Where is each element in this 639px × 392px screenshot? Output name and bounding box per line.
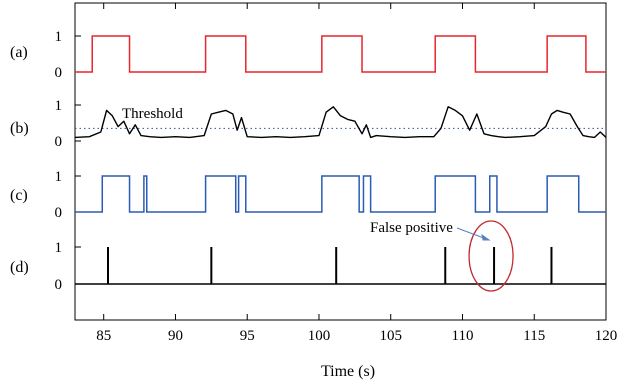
x-tick-label: 100 (308, 328, 331, 344)
y-tick-label-a-0: 0 (55, 65, 63, 81)
y-tick-label-c-0: 0 (55, 205, 63, 221)
panel-label-c: (c) (10, 187, 28, 204)
y-tick-label-d-1: 1 (55, 240, 63, 256)
y-tick-label-d-0: 0 (55, 277, 63, 293)
series-d-impulses (75, 247, 606, 285)
x-axis-label: Time (s) (321, 363, 375, 380)
false-positive-annotation: False positive (370, 220, 514, 292)
x-tick-label: 90 (168, 328, 183, 344)
x-axis: 85 90 95 100 105 110 115 120 (96, 3, 617, 344)
series-a-line (75, 35, 606, 73)
series-a-step (75, 35, 606, 73)
x-tick-label: 115 (523, 328, 545, 344)
x-tick-label: 105 (379, 328, 402, 344)
series-b-line (74, 106, 607, 139)
y-tick-label-b-0: 0 (55, 134, 63, 150)
panel-label-a: (a) (10, 44, 28, 61)
y-tick-label-c-1: 1 (55, 169, 63, 185)
y-tick-label-b-1: 1 (55, 98, 63, 114)
x-tick-label: 110 (452, 328, 474, 344)
y-tick-marks (75, 35, 81, 285)
false-positive-arrowhead (481, 233, 491, 241)
series-b-signal (74, 106, 607, 139)
false-positive-ellipse (468, 220, 514, 292)
x-tick-label: 120 (595, 328, 618, 344)
series-c-step (75, 175, 606, 213)
x-tick-label: 85 (96, 328, 111, 344)
x-tick-label: 95 (240, 328, 255, 344)
false-positive-label: False positive (370, 220, 453, 236)
plot-frame (74, 2, 607, 321)
series-c-line (75, 175, 606, 213)
panel-label-d: (d) (10, 259, 29, 276)
threshold-label: Threshold (122, 106, 183, 122)
panel-label-b: (b) (10, 120, 29, 137)
y-tick-label-a-1: 1 (55, 29, 63, 45)
